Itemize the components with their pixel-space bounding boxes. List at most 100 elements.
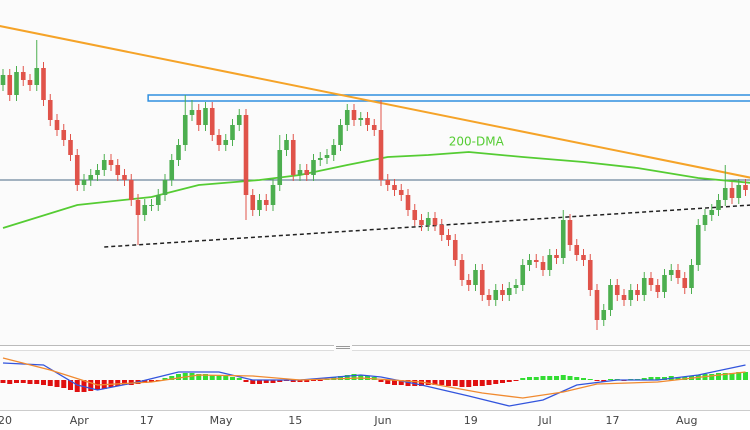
candle-body <box>135 200 141 215</box>
x-tick-label: 19 <box>464 414 478 427</box>
x-tick-label: Jun <box>373 414 391 427</box>
histogram-bar <box>250 380 256 384</box>
x-tick-label: May <box>210 414 233 427</box>
candle-body <box>635 290 640 295</box>
histogram-bar <box>54 380 60 387</box>
candle-body <box>257 200 262 210</box>
histogram-bar <box>419 380 424 386</box>
histogram-bar <box>270 380 276 383</box>
candle-body <box>473 270 478 285</box>
histogram-bar <box>277 380 283 382</box>
candle-body <box>574 245 580 255</box>
histogram-bar <box>257 380 262 384</box>
histogram-bar <box>27 380 33 384</box>
candle-body <box>297 170 303 175</box>
histogram-bar <box>162 378 168 380</box>
candle-body <box>668 270 674 275</box>
candle-body <box>61 130 67 140</box>
candle-body <box>338 125 343 145</box>
histogram-bar <box>20 380 26 383</box>
histogram-bar <box>41 380 46 385</box>
histogram-bar <box>243 380 249 382</box>
histogram-bar <box>648 377 654 380</box>
histogram-bar <box>641 378 647 380</box>
histogram-bar <box>527 377 532 380</box>
candle-body <box>88 175 94 180</box>
histogram-bar <box>709 374 715 380</box>
histogram-bar <box>608 379 613 380</box>
x-axis-labels: 20 Apr 17 May 15 Jun 19 Jul 17 Aug <box>0 414 697 427</box>
candle-body <box>722 188 728 200</box>
candle-body <box>0 75 6 85</box>
histogram-bar <box>108 380 114 387</box>
candle-body <box>149 205 154 206</box>
histogram-bar <box>351 374 357 380</box>
histogram-bar <box>446 380 451 386</box>
candle-body <box>209 108 215 135</box>
histogram-bar <box>344 375 350 380</box>
histogram-bar <box>722 373 728 380</box>
candle-body <box>533 260 539 262</box>
macd-line <box>2 357 746 399</box>
candle-body <box>547 255 553 270</box>
candle-body <box>425 218 431 225</box>
candle-body <box>486 295 492 300</box>
histogram-bar <box>601 380 607 382</box>
histogram-bar <box>662 377 667 380</box>
x-tick-label: Apr <box>70 414 90 427</box>
histogram-bar <box>439 380 445 385</box>
candle-body <box>122 175 127 180</box>
candle-body <box>189 110 195 115</box>
histogram-bar <box>196 374 202 380</box>
candle-body <box>115 165 121 175</box>
candle-body <box>466 280 472 285</box>
series-label: 200-DMA <box>449 135 505 149</box>
resize-handle[interactable] <box>334 345 352 351</box>
histogram-bar <box>729 373 735 380</box>
candle-body <box>398 190 404 195</box>
histogram-bar <box>493 380 499 384</box>
histogram-bar <box>209 375 215 380</box>
macd-line <box>2 362 746 407</box>
histogram-bar <box>230 377 235 380</box>
macd-plot <box>0 357 748 407</box>
histogram-bar <box>560 375 566 380</box>
candle-body <box>405 195 411 210</box>
histogram-bar <box>122 380 127 385</box>
candle-body <box>459 260 465 280</box>
histogram-bar <box>574 377 580 380</box>
histogram-bar <box>236 378 242 380</box>
histogram-bar <box>736 372 742 380</box>
candle-body <box>95 170 100 175</box>
histogram-bar <box>432 380 438 385</box>
histogram-bar <box>716 373 721 380</box>
candle-body <box>527 260 532 265</box>
histogram-bar <box>655 377 661 380</box>
histogram-bar <box>14 380 19 383</box>
histogram-bar <box>88 380 94 391</box>
candle-body <box>689 265 694 288</box>
candle-body <box>655 285 661 292</box>
candle-body <box>81 180 87 185</box>
histogram-bar <box>311 380 316 381</box>
x-tick-label: Aug <box>676 414 697 427</box>
histogram-bar <box>317 380 323 381</box>
candle-body <box>230 125 235 140</box>
candle-body <box>736 185 742 198</box>
histogram-bar <box>203 374 208 380</box>
histogram-bar <box>520 378 526 380</box>
candle-body <box>290 140 296 175</box>
candle-body <box>371 125 377 130</box>
histogram-bar <box>466 380 472 387</box>
candle-body <box>169 160 175 180</box>
candle-body <box>412 210 418 220</box>
histogram-bar <box>169 376 175 380</box>
candle-body <box>270 185 276 205</box>
candle-body <box>729 188 735 198</box>
histogram-bar <box>290 380 296 382</box>
candle-body <box>385 180 391 185</box>
candle-body <box>284 140 289 150</box>
candle-body <box>587 260 593 290</box>
candle-body <box>452 240 458 260</box>
